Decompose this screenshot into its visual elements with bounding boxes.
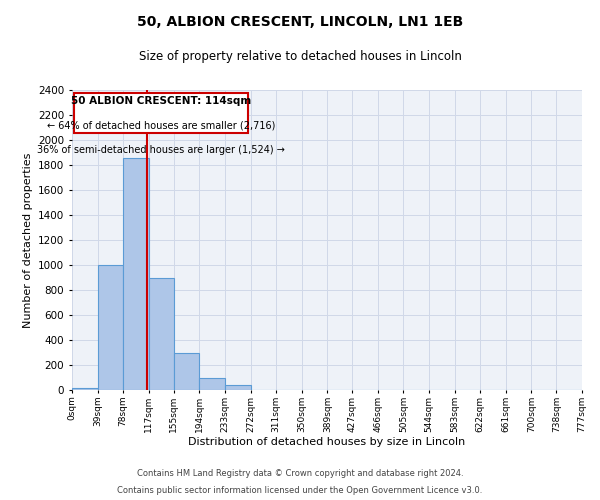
Text: 50, ALBION CRESCENT, LINCOLN, LN1 1EB: 50, ALBION CRESCENT, LINCOLN, LN1 1EB [137,15,463,29]
Bar [98,265,123,390]
Text: 36% of semi-detached houses are larger (1,524) →: 36% of semi-detached houses are larger (… [37,145,285,155]
Y-axis label: Number of detached properties: Number of detached properties [23,152,32,328]
Bar [199,378,225,390]
Text: Contains HM Land Registry data © Crown copyright and database right 2024.: Contains HM Land Registry data © Crown c… [137,468,463,477]
Bar [149,278,174,390]
Text: 50 ALBION CRESCENT: 114sqm: 50 ALBION CRESCENT: 114sqm [71,96,251,106]
Bar [225,385,251,390]
Text: Contains public sector information licensed under the Open Government Licence v3: Contains public sector information licen… [118,486,482,495]
Text: ← 64% of detached houses are smaller (2,716): ← 64% of detached houses are smaller (2,… [47,121,275,131]
Text: Size of property relative to detached houses in Lincoln: Size of property relative to detached ho… [139,50,461,63]
X-axis label: Distribution of detached houses by size in Lincoln: Distribution of detached houses by size … [188,438,466,448]
Bar [72,388,98,390]
Bar [123,158,149,390]
Bar [174,352,199,390]
FancyBboxPatch shape [74,92,248,132]
